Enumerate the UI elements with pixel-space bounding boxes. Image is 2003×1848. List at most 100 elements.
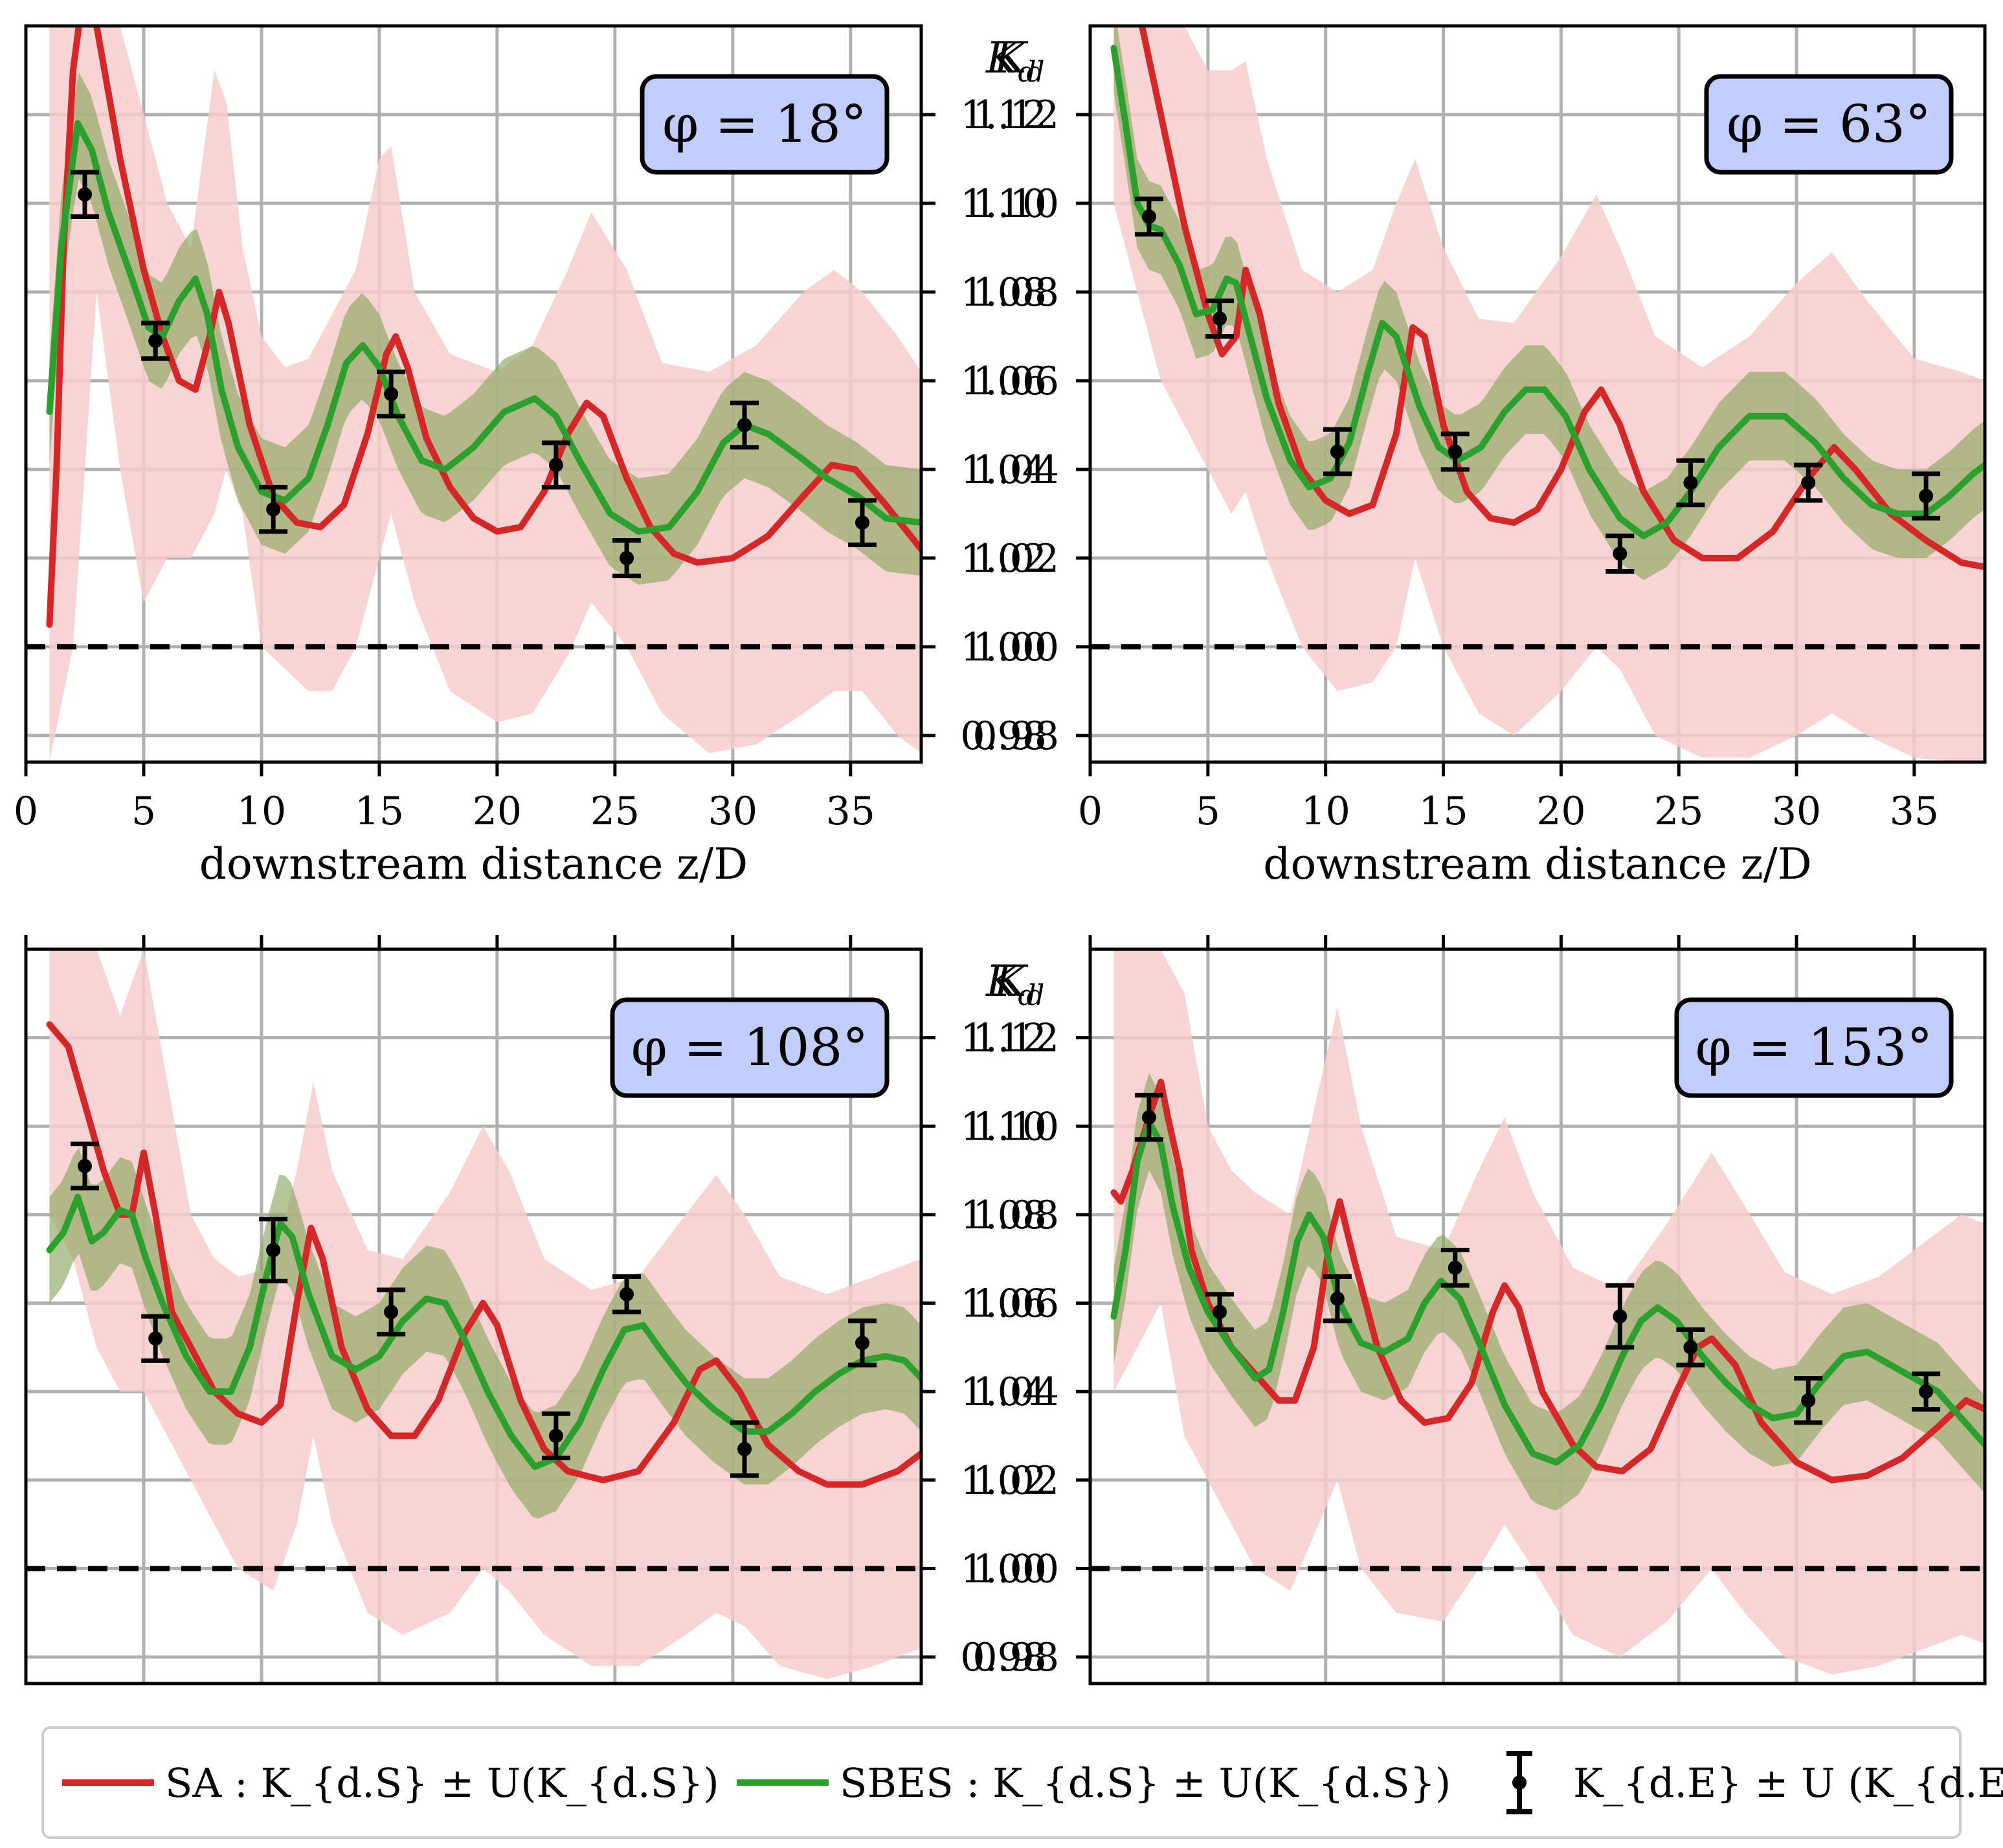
experiment-point [141,1314,170,1363]
x-tick-label: 0 [14,789,38,834]
sa-uncertainty-band [49,949,921,1680]
y-tick-label: 1.04 [972,1369,1059,1415]
y-tick-label: 1.12 [960,93,1047,138]
legend-experiment-label: K_{d.E} ± U (K_{d.E}) [1573,1759,2003,1807]
x-axis-label: downstream distance z/D [199,839,748,889]
y-tick-label: 1.12 [960,1016,1047,1061]
experiment-point [1606,1283,1635,1350]
sbes-uncertainty-band [1113,1073,1985,1511]
sbes-uncertainty-band [49,72,921,585]
y-tick-label: 1.12 [972,93,1059,138]
plot-area [1090,949,1985,1675]
experiment-point [1912,1371,1941,1412]
y-tick-label: 1.12 [972,1016,1059,1061]
y-tick-label: 1.02 [972,536,1059,581]
experiment-point [1912,471,1941,521]
panels: 0 5 10 15 20 25 30 35 downstream distance z/D 0.9… [14,24,1987,1685]
legend-frame [41,1726,1962,1839]
x-tick-label: 25 [1654,789,1703,834]
experiment-point [377,369,406,419]
y-tick-label: 1.06 [960,359,1047,404]
experiment-point [730,1420,759,1478]
y-tick-label: 1.10 [972,1104,1059,1149]
y-tick-label: 0.98 [972,714,1059,759]
x-tick-label: 5 [1196,789,1220,834]
y-axis-label: Kd [985,956,1036,1012]
x-tick-label: 35 [826,789,875,834]
x-tick-label: 35 [1890,789,1939,834]
x-tick-label: 25 [590,789,640,834]
plot-area [26,949,921,1680]
x-tick-label: 10 [237,789,286,834]
axes-frame [1088,24,1987,764]
y-axis-label: Kd [994,956,1044,1012]
sa-series-line [1110,1078,1985,1483]
sa-series-line [1138,26,1985,570]
experiment-point [1676,458,1705,508]
panel-angle-text: φ = 63° [1727,94,1931,154]
sbes-uncertainty-band [1113,26,1985,581]
panel-phi18: 0 5 10 15 20 25 30 35 downstream distance z/D 0.9… [14,24,1047,889]
experiment-point [1323,427,1352,477]
x-tick-label: 15 [355,789,404,834]
sbes-series-line [46,1193,921,1471]
plot-area [1090,26,1985,762]
legend-experiment-swatch [1506,1751,1532,1814]
experiment-point [1205,1292,1235,1332]
y-tick-label: 1.06 [972,1281,1059,1327]
x-axis-label: downstream distance z/D [1263,839,1811,889]
x-tick-label: 30 [708,789,757,834]
experiment-point [1323,1274,1352,1324]
y-tick-label: 1.10 [960,1104,1047,1149]
y-tick-label: 1.02 [960,536,1047,581]
axes-frame [24,947,923,1685]
experiment-point [70,1142,99,1191]
experiment-point [1676,1327,1705,1368]
y-tick-label: 1.10 [960,181,1047,227]
sa-series-line [46,1021,921,1488]
x-tick-label: 0 [1078,789,1102,834]
x-tick-label: 20 [1536,789,1585,834]
panel-angle-text: φ = 108° [631,1017,869,1077]
y-tick-label: 1.08 [972,270,1059,315]
axes-frame [1088,947,1987,1685]
panel-phi63: 0 5 10 15 20 25 30 35 downstream distance z/D 0.9… [972,24,1987,889]
experiment-point [1440,1248,1470,1288]
y-axis-label: Kd [994,33,1044,89]
y-axis-label: Kd [985,33,1036,89]
y-tick-label: 0.98 [960,714,1047,759]
experiment-point [730,400,759,450]
y-tick-label: 1.04 [960,447,1047,493]
y-tick-label: 1.08 [972,1193,1059,1238]
sa-series-line [46,26,921,628]
x-tick-label: 5 [131,789,156,834]
y-tick-label: 0.98 [972,1635,1059,1680]
x-tick-label: 30 [1772,789,1821,834]
axes-frame [24,24,923,764]
sbes-series-line [1110,1118,1985,1466]
experiment-point [259,484,288,534]
x-tick-label: 10 [1301,789,1350,834]
experiment-point [1205,299,1235,339]
y-tick-label: 1.02 [960,1458,1047,1504]
legend: SA : K_{d.S} ± U(K_{d.S}) SBES : K_{d.S}… [41,1726,2003,1839]
legend-sa-label: SA : K_{d.S} ± U(K_{d.S}) [165,1759,719,1807]
experiment-point [848,498,877,547]
experiment-point [377,1287,406,1336]
experiment-point [259,1217,288,1283]
y-tick-label: 1.00 [972,625,1059,670]
experiment-point [70,170,99,220]
panel-angle-label: φ = 153° [1674,997,1954,1098]
experiment-point [1134,1092,1163,1142]
y-tick-label: 1.06 [960,1281,1047,1327]
sbes-series-line [1110,45,1985,539]
experiment-point [541,1411,570,1461]
experiment-point [612,1274,642,1314]
experiment-point [541,440,570,490]
sa-uncertainty-band [1113,949,1985,1675]
experiment-point [1794,1376,1823,1425]
panel-angle-text: φ = 153° [1695,1017,1933,1077]
experiment-point [1794,462,1823,503]
